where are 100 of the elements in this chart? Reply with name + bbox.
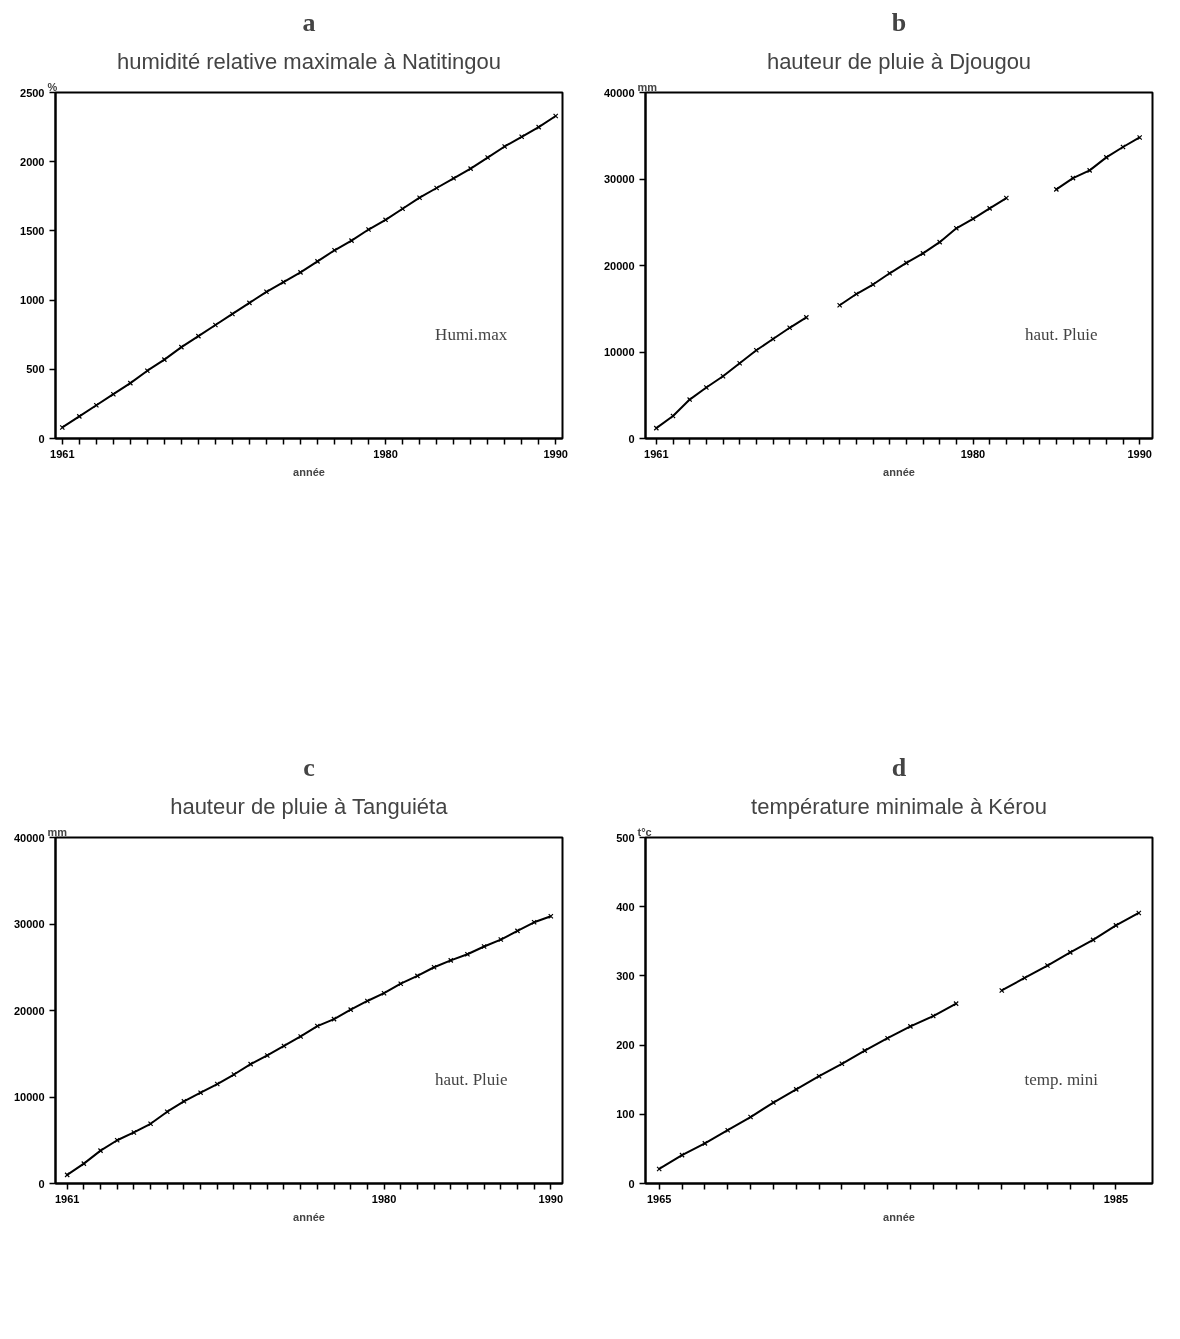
point [467,165,474,172]
y-tick-label: 10000 [13,1091,45,1103]
chart-title: hauteur de pluie à Djougou [766,48,1032,74]
x-tick-label: 1990 [1127,447,1152,460]
y-tick-label: 20000 [13,1004,45,1017]
point [686,396,693,403]
x-tick-label: 1985 [1103,1192,1129,1205]
point [903,260,910,266]
point [214,1081,220,1087]
point [381,990,387,996]
y-tick-label: 100 [616,1108,635,1121]
point [702,1140,708,1147]
point [816,1073,822,1079]
x-tick-label: 1990 [543,447,568,460]
y-tick-label: 500 [616,831,635,844]
point [331,247,338,253]
point [679,1152,685,1158]
point [1021,975,1028,981]
point [970,216,976,222]
point [314,258,321,265]
point [1113,922,1119,929]
point [531,919,537,925]
chart-title: humidité relative maximale à Natitingou [117,48,501,74]
x-axis-title: année [293,1210,325,1223]
x-tick-label: 1961 [644,447,669,460]
chart-subtitle: c [303,752,315,782]
point [464,951,471,957]
point [953,1000,959,1007]
x-axis-title: année [883,465,915,478]
point [433,185,440,191]
point [364,998,371,1004]
point [999,987,1005,994]
y-tick-label: 1500 [20,224,45,237]
y-tick-label: 0 [38,1177,45,1190]
point [747,1114,754,1120]
point [501,143,508,150]
y-tick-label: 30000 [603,173,635,185]
x-tick-label: 1961 [50,447,75,460]
point [498,936,504,943]
point [161,356,168,363]
point [247,1061,254,1067]
point [862,1047,868,1054]
point [331,1016,337,1022]
y-tick-label: 0 [628,1177,635,1190]
point [416,194,423,201]
chart-subtitle: d [891,752,907,782]
point [936,239,943,245]
point [178,344,185,350]
point [1003,195,1010,201]
point [907,1023,914,1030]
text: Humi.max [435,325,508,345]
x-tick-label: 1980 [373,447,398,460]
y-tick-label: 300 [616,969,635,982]
point [1070,175,1076,181]
y-tick-label: 40000 [603,86,635,99]
x-tick-label: 1980 [960,447,986,460]
y-axis-title: t°c [637,825,652,838]
point [314,1023,321,1029]
point [297,1033,304,1040]
point [884,1035,891,1041]
point [535,124,542,130]
y-tick-label: 500 [26,363,45,376]
x-tick-label: 1965 [646,1192,672,1205]
text: temp. mini [1024,1070,1099,1090]
point [181,1098,187,1105]
y-axis-title: mm [637,80,658,93]
chart-title: température minimale à Kérou [751,793,1047,819]
point [518,134,525,140]
y-tick-label: 2500 [20,86,45,99]
y-tick-label: 30000 [13,918,45,930]
point [399,206,406,212]
point [131,1129,137,1136]
point [231,1071,237,1078]
point [414,973,421,979]
point [212,322,219,328]
y-tick-label: 200 [616,1039,635,1052]
chart-subtitle: b [891,7,907,37]
y-tick-label: 2000 [20,155,45,168]
chart-title: hauteur de pluie à Tanguiéta [170,793,449,819]
point [839,1061,845,1067]
point [127,380,134,386]
point [229,311,236,317]
point [720,373,726,379]
x-tick-label: 1990 [538,1192,564,1205]
text: haut. Pluie [434,1070,508,1090]
point [481,943,487,950]
point [786,325,793,331]
x-axis-title: année [293,465,325,478]
point [81,1160,87,1167]
point [348,237,355,244]
point [195,333,202,339]
point [246,300,253,306]
point [280,279,287,285]
point [1067,949,1074,956]
text: haut. Pluie [1024,325,1098,345]
point [514,928,521,934]
point [382,217,389,223]
point [263,289,270,295]
point [770,1099,777,1106]
point [264,1052,271,1059]
